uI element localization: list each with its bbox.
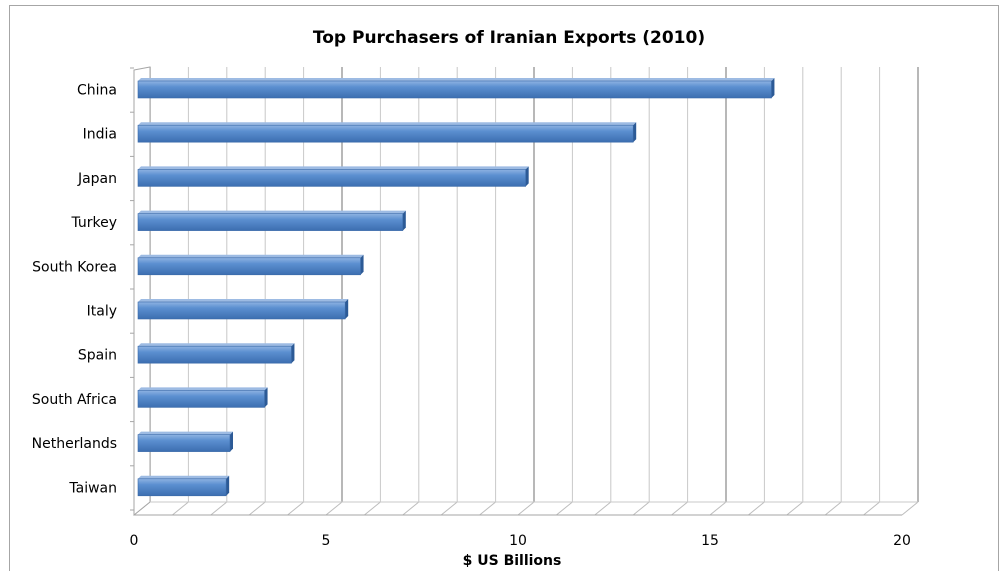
bar-top <box>138 166 529 170</box>
category-label: Italy <box>87 304 117 320</box>
category-label: Taiwan <box>68 480 117 496</box>
bar-face <box>137 434 231 452</box>
floor-gridline <box>863 501 880 516</box>
chart-title: Top Purchasers of Iranian Exports (2010) <box>313 28 705 48</box>
floor-gridline <box>632 501 650 516</box>
category-label: South Korea <box>32 259 117 275</box>
bar-top <box>138 475 230 479</box>
tick-label: 5 <box>322 533 331 549</box>
bar-top <box>138 254 364 258</box>
floor-gridline <box>248 501 266 516</box>
bar-japan <box>137 166 529 187</box>
bar-end <box>360 254 364 275</box>
bar-face <box>137 301 346 320</box>
bar-south-korea <box>137 254 364 276</box>
bar-face <box>137 478 227 497</box>
bar-end <box>226 475 230 496</box>
bar-end <box>264 387 268 408</box>
bar-spain <box>137 343 295 364</box>
bar-face <box>137 80 772 99</box>
floor-gridline <box>325 501 343 516</box>
bar-end <box>230 431 233 452</box>
bar-face <box>137 124 634 143</box>
floor-gridline <box>479 501 496 516</box>
bar-face <box>137 345 292 364</box>
floor-gridline <box>556 501 573 516</box>
tick-label: 10 <box>509 533 527 549</box>
category-labels: China India Japan Turkey South Korea Italy Spa… <box>32 83 117 497</box>
floor-gridline <box>172 501 189 516</box>
floor-gridline <box>824 501 842 516</box>
bar-face <box>137 169 526 187</box>
category-label: South Africa <box>32 392 117 408</box>
floor-gridline <box>364 501 381 516</box>
tick-label: 20 <box>893 533 911 549</box>
floor-gridline <box>786 501 804 516</box>
bar-top <box>138 78 775 81</box>
bar-face <box>137 213 404 231</box>
bar-top <box>138 387 268 391</box>
category-label: Spain <box>78 348 117 364</box>
floor-gridline <box>709 501 727 516</box>
bar-end <box>402 210 406 231</box>
bar-top <box>138 431 233 435</box>
floor-gridline <box>748 501 765 516</box>
floor-gridline <box>210 501 228 516</box>
category-label: India <box>83 127 117 143</box>
x-axis-title: $ US Billions <box>463 553 562 569</box>
bar-taiwan <box>137 475 230 497</box>
bar-end <box>291 343 295 364</box>
tick-label: 0 <box>130 533 139 549</box>
bar-end <box>345 299 349 319</box>
floor-gridline <box>901 501 919 516</box>
bar-face <box>137 257 361 276</box>
category-label: Netherlands <box>32 436 117 452</box>
bar-india <box>137 122 637 143</box>
bar-end <box>771 78 775 98</box>
bar-end <box>633 122 637 143</box>
tick-label: 15 <box>701 533 719 549</box>
bar-top <box>138 122 637 126</box>
floor-gridline <box>402 501 420 516</box>
bar-top <box>138 210 406 214</box>
bar-turkey <box>137 210 406 231</box>
category-label: Turkey <box>70 215 117 231</box>
bar-top <box>138 343 295 347</box>
bar-end <box>525 166 529 187</box>
category-label: China <box>77 83 117 99</box>
tick-labels: 0 5 10 15 20 <box>130 533 911 549</box>
bar-face <box>137 390 265 408</box>
bar-top <box>138 299 349 302</box>
bars-layer <box>137 78 775 497</box>
floor-gridline <box>517 501 535 516</box>
category-label: Japan <box>77 171 117 187</box>
floor-gridline <box>671 501 688 516</box>
bar-china <box>137 78 775 99</box>
bar-italy <box>137 299 349 320</box>
floor-gridline <box>440 501 458 516</box>
bar-south-africa <box>137 387 268 408</box>
floor-gridline <box>594 501 612 516</box>
floor-gridline <box>287 501 304 516</box>
bar-netherlands <box>137 431 233 452</box>
